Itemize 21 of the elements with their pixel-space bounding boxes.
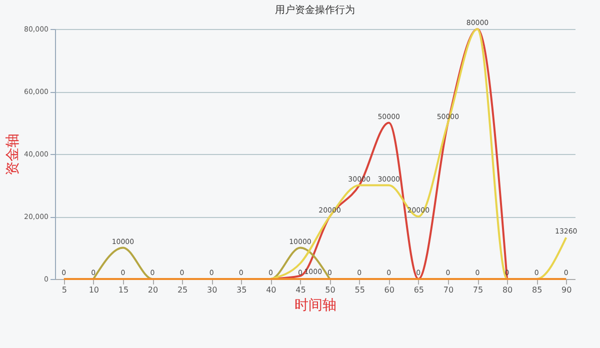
x-tick-label: 55 bbox=[354, 286, 365, 294]
x-tick-label: 50 bbox=[325, 286, 336, 294]
x-tick-label: 15 bbox=[118, 286, 129, 294]
x-tick-label: 60 bbox=[384, 286, 394, 294]
chart-title: 用户资金操作行为 bbox=[275, 4, 355, 16]
x-axis-title: 时间轴 bbox=[294, 298, 336, 314]
x-tick-label: 20 bbox=[148, 286, 158, 294]
x-tick-label: 75 bbox=[472, 286, 484, 294]
x-tick-label: 80 bbox=[502, 286, 513, 294]
x-tick-label: 5 bbox=[62, 286, 67, 294]
x-tick-label: 70 bbox=[443, 286, 454, 294]
x-tick-label: 45 bbox=[296, 286, 306, 294]
x-tick-label: 85 bbox=[532, 286, 542, 294]
x-tick-label: 10 bbox=[88, 286, 100, 294]
x-tick-label: 65 bbox=[414, 286, 424, 294]
x-tick-label: 25 bbox=[177, 286, 188, 294]
x-tick-label: 90 bbox=[562, 286, 572, 294]
x-tick-label: 30 bbox=[206, 286, 218, 294]
x-tick-label: 40 bbox=[266, 286, 276, 294]
y-axis-title: 资金轴 bbox=[5, 134, 22, 176]
x-tick-label: 35 bbox=[236, 286, 247, 294]
